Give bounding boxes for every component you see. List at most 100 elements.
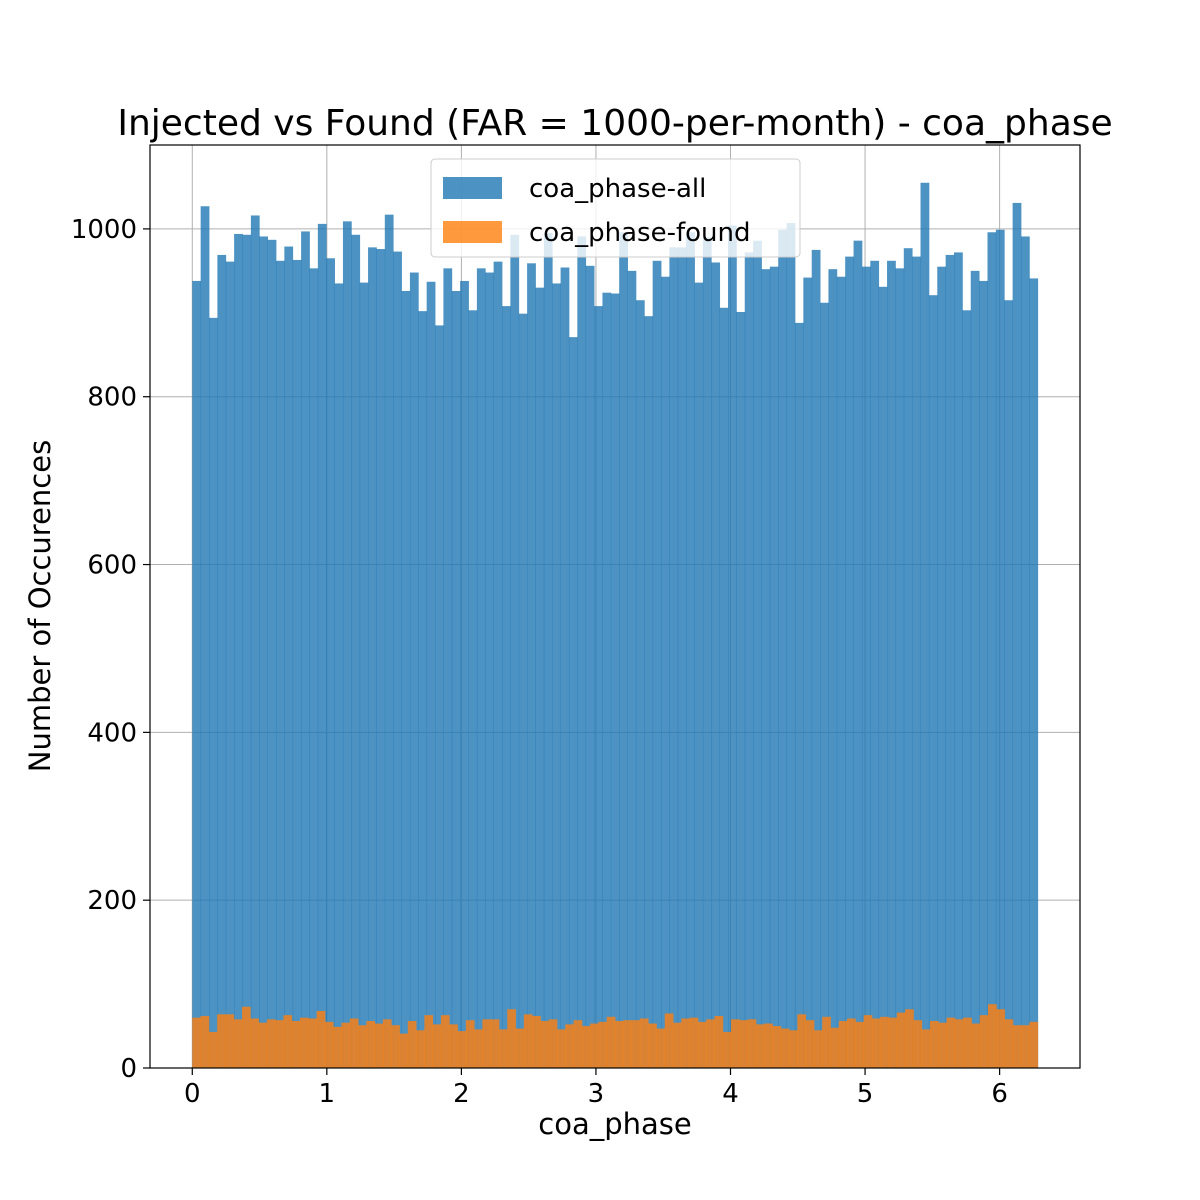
histogram-bar bbox=[669, 247, 679, 1069]
histogram-bar bbox=[523, 1014, 533, 1068]
histogram-bar bbox=[300, 1017, 309, 1068]
histogram-bar bbox=[656, 1028, 666, 1068]
histogram-bar bbox=[334, 283, 344, 1068]
histogram-bar bbox=[702, 237, 712, 1069]
histogram-bar bbox=[714, 1015, 724, 1068]
chart-title: Injected vs Found (FAR = 1000-per-month)… bbox=[117, 103, 1112, 144]
histogram-bar bbox=[863, 1015, 873, 1068]
x-tick-label: 1 bbox=[319, 1079, 336, 1109]
histogram-bar bbox=[309, 268, 319, 1068]
histogram-bar bbox=[424, 1015, 434, 1068]
histogram-bar bbox=[468, 310, 478, 1068]
histogram-bar bbox=[954, 252, 963, 1069]
histogram-bar bbox=[359, 282, 369, 1068]
histogram-bar bbox=[217, 1014, 226, 1068]
histogram-bar bbox=[510, 234, 520, 1069]
histogram-bar bbox=[234, 233, 243, 1069]
histogram-bar bbox=[560, 267, 570, 1068]
histogram-bar bbox=[548, 1019, 558, 1068]
histogram-bar bbox=[921, 1029, 931, 1068]
histogram-bar bbox=[928, 295, 938, 1068]
histogram-bar bbox=[905, 1009, 914, 1068]
histogram-bar bbox=[845, 256, 854, 1068]
histogram-bar bbox=[540, 1021, 550, 1068]
histogram-bar bbox=[789, 1030, 798, 1068]
histogram-bar bbox=[349, 1018, 359, 1068]
histogram-bar bbox=[418, 311, 428, 1068]
histogram-bar bbox=[987, 232, 997, 1069]
histogram-bar bbox=[755, 1024, 765, 1068]
histogram-bar bbox=[457, 1031, 467, 1068]
histogram-bar bbox=[871, 1018, 881, 1068]
histogram-bar bbox=[1012, 202, 1022, 1068]
legend-swatch bbox=[443, 177, 502, 199]
histogram-bar bbox=[498, 1029, 508, 1068]
histogram-bar bbox=[351, 234, 361, 1069]
plot-frame bbox=[149, 144, 1081, 1069]
histogram-bar bbox=[465, 1020, 475, 1068]
histogram-bar bbox=[275, 260, 285, 1068]
axis-ticks: 0 1 2 3 4 5 6 0 200 400 600 800 1000 bbox=[71, 215, 1008, 1109]
histogram-bar bbox=[493, 261, 503, 1068]
x-tick-label: 4 bbox=[722, 1079, 739, 1109]
histogram-bar bbox=[225, 1014, 235, 1068]
histogram-bar bbox=[903, 248, 913, 1068]
histogram-bar bbox=[266, 1019, 276, 1068]
histogram-bar bbox=[736, 311, 746, 1068]
histogram-bar bbox=[573, 1020, 583, 1068]
histogram-bar bbox=[426, 281, 436, 1068]
histogram-bar bbox=[888, 1017, 898, 1068]
histogram-bar bbox=[326, 258, 335, 1068]
histogram-bar bbox=[836, 276, 846, 1068]
histogram-bar bbox=[896, 1012, 906, 1068]
histogram-bar bbox=[324, 1021, 334, 1068]
histogram-bar bbox=[368, 247, 377, 1069]
histogram-bar bbox=[565, 1024, 574, 1068]
histogram-bar bbox=[515, 1028, 525, 1068]
histogram-bar bbox=[376, 249, 386, 1069]
histogram-bar bbox=[870, 260, 880, 1068]
histogram-bar bbox=[250, 1018, 259, 1068]
y-tick-label: 0 bbox=[120, 1054, 137, 1084]
histogram-bar bbox=[847, 1018, 856, 1068]
histogram-bar bbox=[507, 1009, 516, 1068]
histogram-bar bbox=[979, 1015, 989, 1068]
histogram-bar bbox=[391, 1025, 400, 1068]
histogram-bar bbox=[803, 277, 813, 1068]
histogram-bar bbox=[938, 1022, 947, 1068]
histogram-bar bbox=[797, 1014, 807, 1068]
histogram-bar bbox=[275, 1020, 284, 1068]
histogram-bar bbox=[399, 1033, 409, 1068]
histogram-bar bbox=[476, 268, 486, 1068]
histogram-bar bbox=[358, 1025, 367, 1068]
histogram-bar bbox=[233, 1019, 243, 1068]
histogram-bar bbox=[209, 317, 218, 1068]
histogram-bar bbox=[482, 1019, 492, 1068]
y-tick-label: 200 bbox=[87, 886, 137, 916]
histogram-bar bbox=[661, 276, 670, 1068]
histogram-bar bbox=[342, 221, 352, 1068]
histogram-bar bbox=[451, 291, 461, 1068]
histogram-bar bbox=[301, 231, 310, 1068]
histogram-bar bbox=[895, 268, 905, 1068]
histogram-bar bbox=[449, 1024, 458, 1068]
histogram-bar bbox=[192, 1017, 201, 1068]
histogram-bar bbox=[813, 1030, 823, 1068]
histogram-bar bbox=[200, 206, 210, 1068]
histogram-bar bbox=[333, 1026, 342, 1068]
histogram-bar bbox=[619, 232, 628, 1069]
histogram-bar bbox=[946, 1017, 956, 1068]
histogram-bar bbox=[828, 269, 838, 1069]
histogram-bar bbox=[568, 337, 578, 1068]
histogram-bar bbox=[664, 1013, 674, 1068]
histogram-bar bbox=[929, 1021, 939, 1068]
histogram-bar bbox=[283, 1015, 293, 1068]
x-tick-label: 0 bbox=[184, 1079, 201, 1109]
histogram-bar bbox=[598, 1021, 608, 1068]
legend-box bbox=[430, 158, 801, 258]
histogram-bar bbox=[838, 1021, 848, 1068]
histogram-bar bbox=[794, 322, 804, 1068]
histogram-bar bbox=[778, 229, 788, 1069]
histogram-bar bbox=[577, 236, 587, 1068]
histogram-bar bbox=[200, 1015, 210, 1068]
